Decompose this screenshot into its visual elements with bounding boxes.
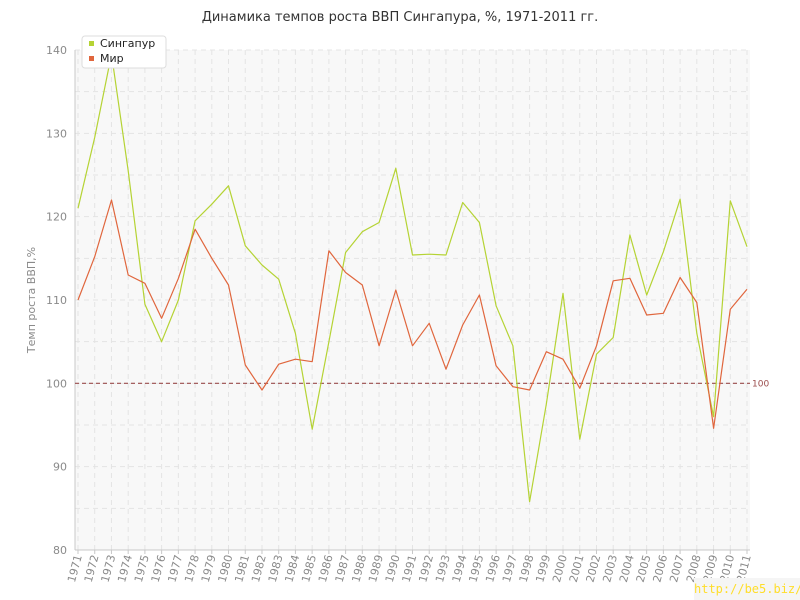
legend-label: Сингапур — [100, 37, 155, 50]
y-tick-label: 120 — [46, 211, 67, 224]
watermark: http://be5.biz/ — [694, 578, 800, 600]
chart-title: Динамика темпов роста ВВП Сингапура, %, … — [201, 10, 599, 25]
reference-line-label: 100 — [752, 379, 769, 389]
y-tick-label: 100 — [46, 377, 67, 390]
legend-marker — [89, 41, 94, 46]
y-tick-label: 90 — [53, 461, 67, 474]
y-tick-label: 80 — [53, 544, 67, 557]
y-tick-label: 110 — [46, 294, 67, 307]
y-axis-label: Темп роста ВВП,% — [25, 247, 38, 354]
series-line — [77, 199, 748, 429]
legend-box — [81, 35, 167, 69]
y-tick-label: 140 — [46, 44, 67, 57]
y-tick-label: 130 — [46, 127, 67, 140]
legend-label: Мир — [100, 52, 124, 65]
legend-marker — [89, 56, 94, 61]
